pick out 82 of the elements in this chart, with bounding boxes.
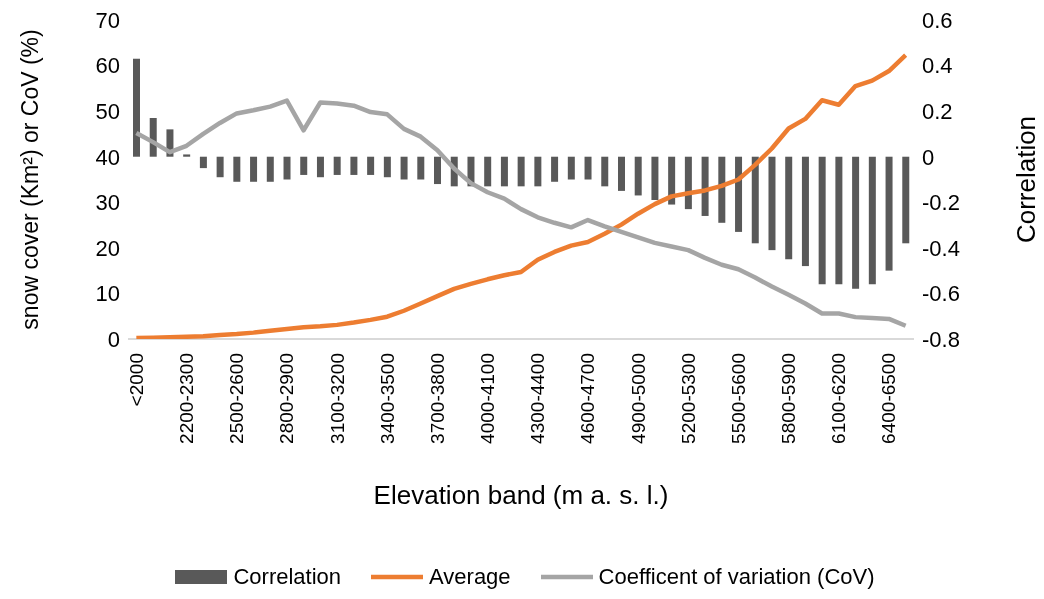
bar: [768, 156, 776, 251]
x-axis-title: Elevation band (m a. s. l.): [373, 480, 669, 510]
bar: [383, 156, 391, 178]
y2-tick-label: 0.2: [922, 98, 953, 124]
bar: [400, 156, 408, 180]
y2-tick-label: -0.2: [922, 190, 960, 216]
x-tick-label: 2500-2600: [226, 353, 248, 444]
bar: [417, 156, 425, 180]
bar: [902, 156, 910, 244]
x-tick-label: 4300-4400: [527, 353, 549, 444]
bar: [517, 156, 525, 187]
y2-axis-title: Correlation: [1011, 115, 1042, 244]
bar: [333, 156, 341, 175]
bar: [534, 156, 542, 187]
bar: [484, 156, 492, 187]
bar: [266, 156, 274, 182]
x-tick-label: 3100-3200: [326, 353, 348, 444]
bar: [701, 156, 709, 216]
line-series: [134, 52, 908, 339]
x-tick-label: 4600-4700: [577, 353, 599, 444]
y-tick-label: 60: [95, 53, 120, 79]
bar: [199, 156, 207, 169]
x-tick-label: 2200-2300: [176, 353, 198, 444]
bar: [567, 156, 575, 180]
bar: [835, 156, 843, 285]
y-tick-label: 10: [95, 281, 120, 307]
y2-tick-label: -0.4: [922, 235, 960, 261]
x-tick-label: <2000: [125, 353, 147, 407]
legend-label: Coefficent of variation (CoV): [598, 564, 875, 590]
bar: [551, 156, 559, 182]
x-tick-label: 5800-5900: [778, 353, 800, 444]
x-tick-label: 4900-5000: [627, 353, 649, 444]
bar: [634, 156, 642, 196]
bar: [350, 156, 358, 175]
bar: [785, 156, 793, 260]
line-series: [134, 98, 908, 329]
y2-tick-label: -0.6: [922, 281, 960, 307]
bar: [250, 156, 258, 182]
y2-tick-label: 0.4: [922, 53, 953, 79]
x-tick-label: 3700-3800: [426, 353, 448, 444]
legend-label: Average: [429, 564, 511, 590]
bar: [885, 156, 893, 271]
bar: [735, 156, 743, 232]
x-tick-label: 5200-5300: [677, 353, 699, 444]
x-tick-label: 6400-6500: [878, 353, 900, 444]
y-tick-label: 20: [95, 235, 120, 261]
bar: [852, 156, 860, 289]
x-tick-label: 2800-2900: [276, 353, 298, 444]
bar: [868, 156, 876, 285]
y-axis-title: snow cover (Km²) or CoV (%): [17, 29, 44, 330]
bar: [801, 156, 809, 267]
bar: [434, 156, 442, 185]
bar: [500, 156, 508, 187]
y2-tick-label: -0.8: [922, 326, 960, 352]
x-tick-label: 3400-3500: [376, 353, 398, 444]
bar: [617, 156, 625, 191]
y2-tick-label: 0: [922, 144, 935, 170]
bar: [718, 156, 726, 223]
bar: [684, 156, 692, 210]
bar: [133, 58, 140, 157]
y-tick-label: 50: [95, 98, 120, 124]
bar: [283, 156, 291, 180]
bar: [651, 156, 659, 201]
bar: [300, 156, 308, 175]
bar: [316, 156, 324, 178]
bar: [601, 156, 609, 187]
y-tick-label: 40: [95, 144, 120, 170]
bar: [183, 154, 191, 157]
x-tick-label: 5500-5600: [727, 353, 749, 444]
bar: [751, 156, 759, 244]
y2-tick-label: 0.6: [922, 7, 953, 33]
bar: [367, 156, 375, 175]
y-tick-label: 70: [95, 7, 120, 33]
bar: [584, 156, 592, 180]
x-tick-label: 4000-4100: [477, 353, 499, 444]
y-tick-label: 30: [95, 190, 120, 216]
bar: [233, 156, 241, 182]
bar: [818, 156, 826, 285]
x-tick-label: 6100-6200: [828, 353, 850, 444]
bar: [216, 156, 224, 178]
y-tick-label: 0: [107, 326, 120, 352]
legend-label: Correlation: [233, 564, 342, 590]
